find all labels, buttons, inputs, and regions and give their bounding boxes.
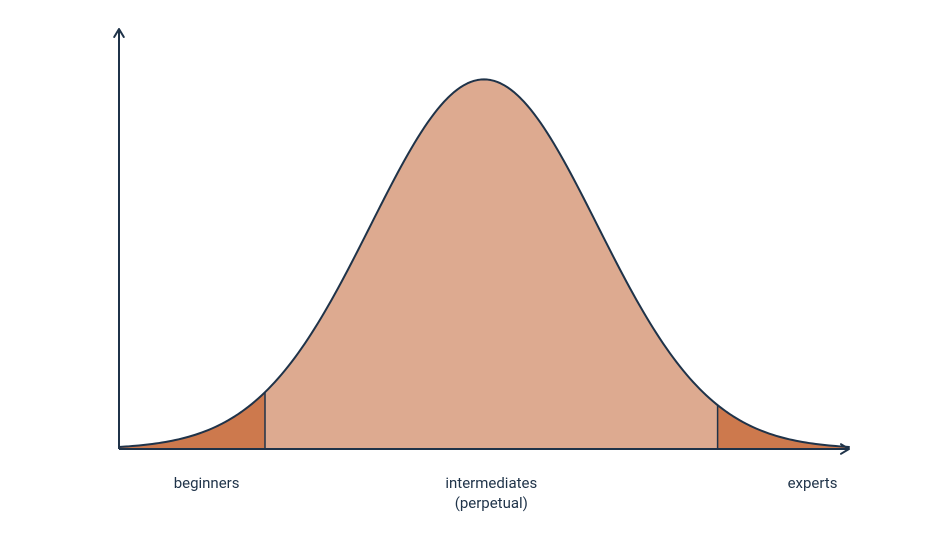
label-intermediates: intermediates (perpetual) — [445, 473, 537, 514]
region-intermediates — [265, 79, 718, 449]
label-experts: experts — [788, 473, 838, 493]
label-beginners: beginners — [174, 473, 240, 493]
bell-curve-chart: beginners intermediates (perpetual) expert… — [0, 0, 940, 552]
region-beginners — [119, 392, 265, 449]
region-experts — [718, 405, 849, 449]
chart-svg — [0, 0, 940, 552]
